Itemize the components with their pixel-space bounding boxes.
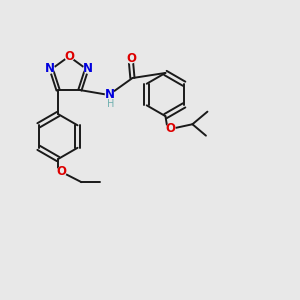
Circle shape [45, 64, 54, 73]
Text: N: N [45, 62, 55, 75]
Text: N: N [105, 88, 115, 101]
Circle shape [105, 90, 114, 99]
Circle shape [166, 124, 175, 133]
Text: H: H [107, 99, 115, 109]
Circle shape [65, 52, 74, 61]
Text: O: O [64, 50, 75, 63]
Text: O: O [126, 52, 136, 65]
Text: N: N [83, 62, 93, 75]
Circle shape [57, 167, 66, 176]
Text: O: O [166, 122, 176, 135]
Text: O: O [57, 165, 67, 178]
Circle shape [84, 64, 93, 73]
Circle shape [126, 54, 135, 63]
